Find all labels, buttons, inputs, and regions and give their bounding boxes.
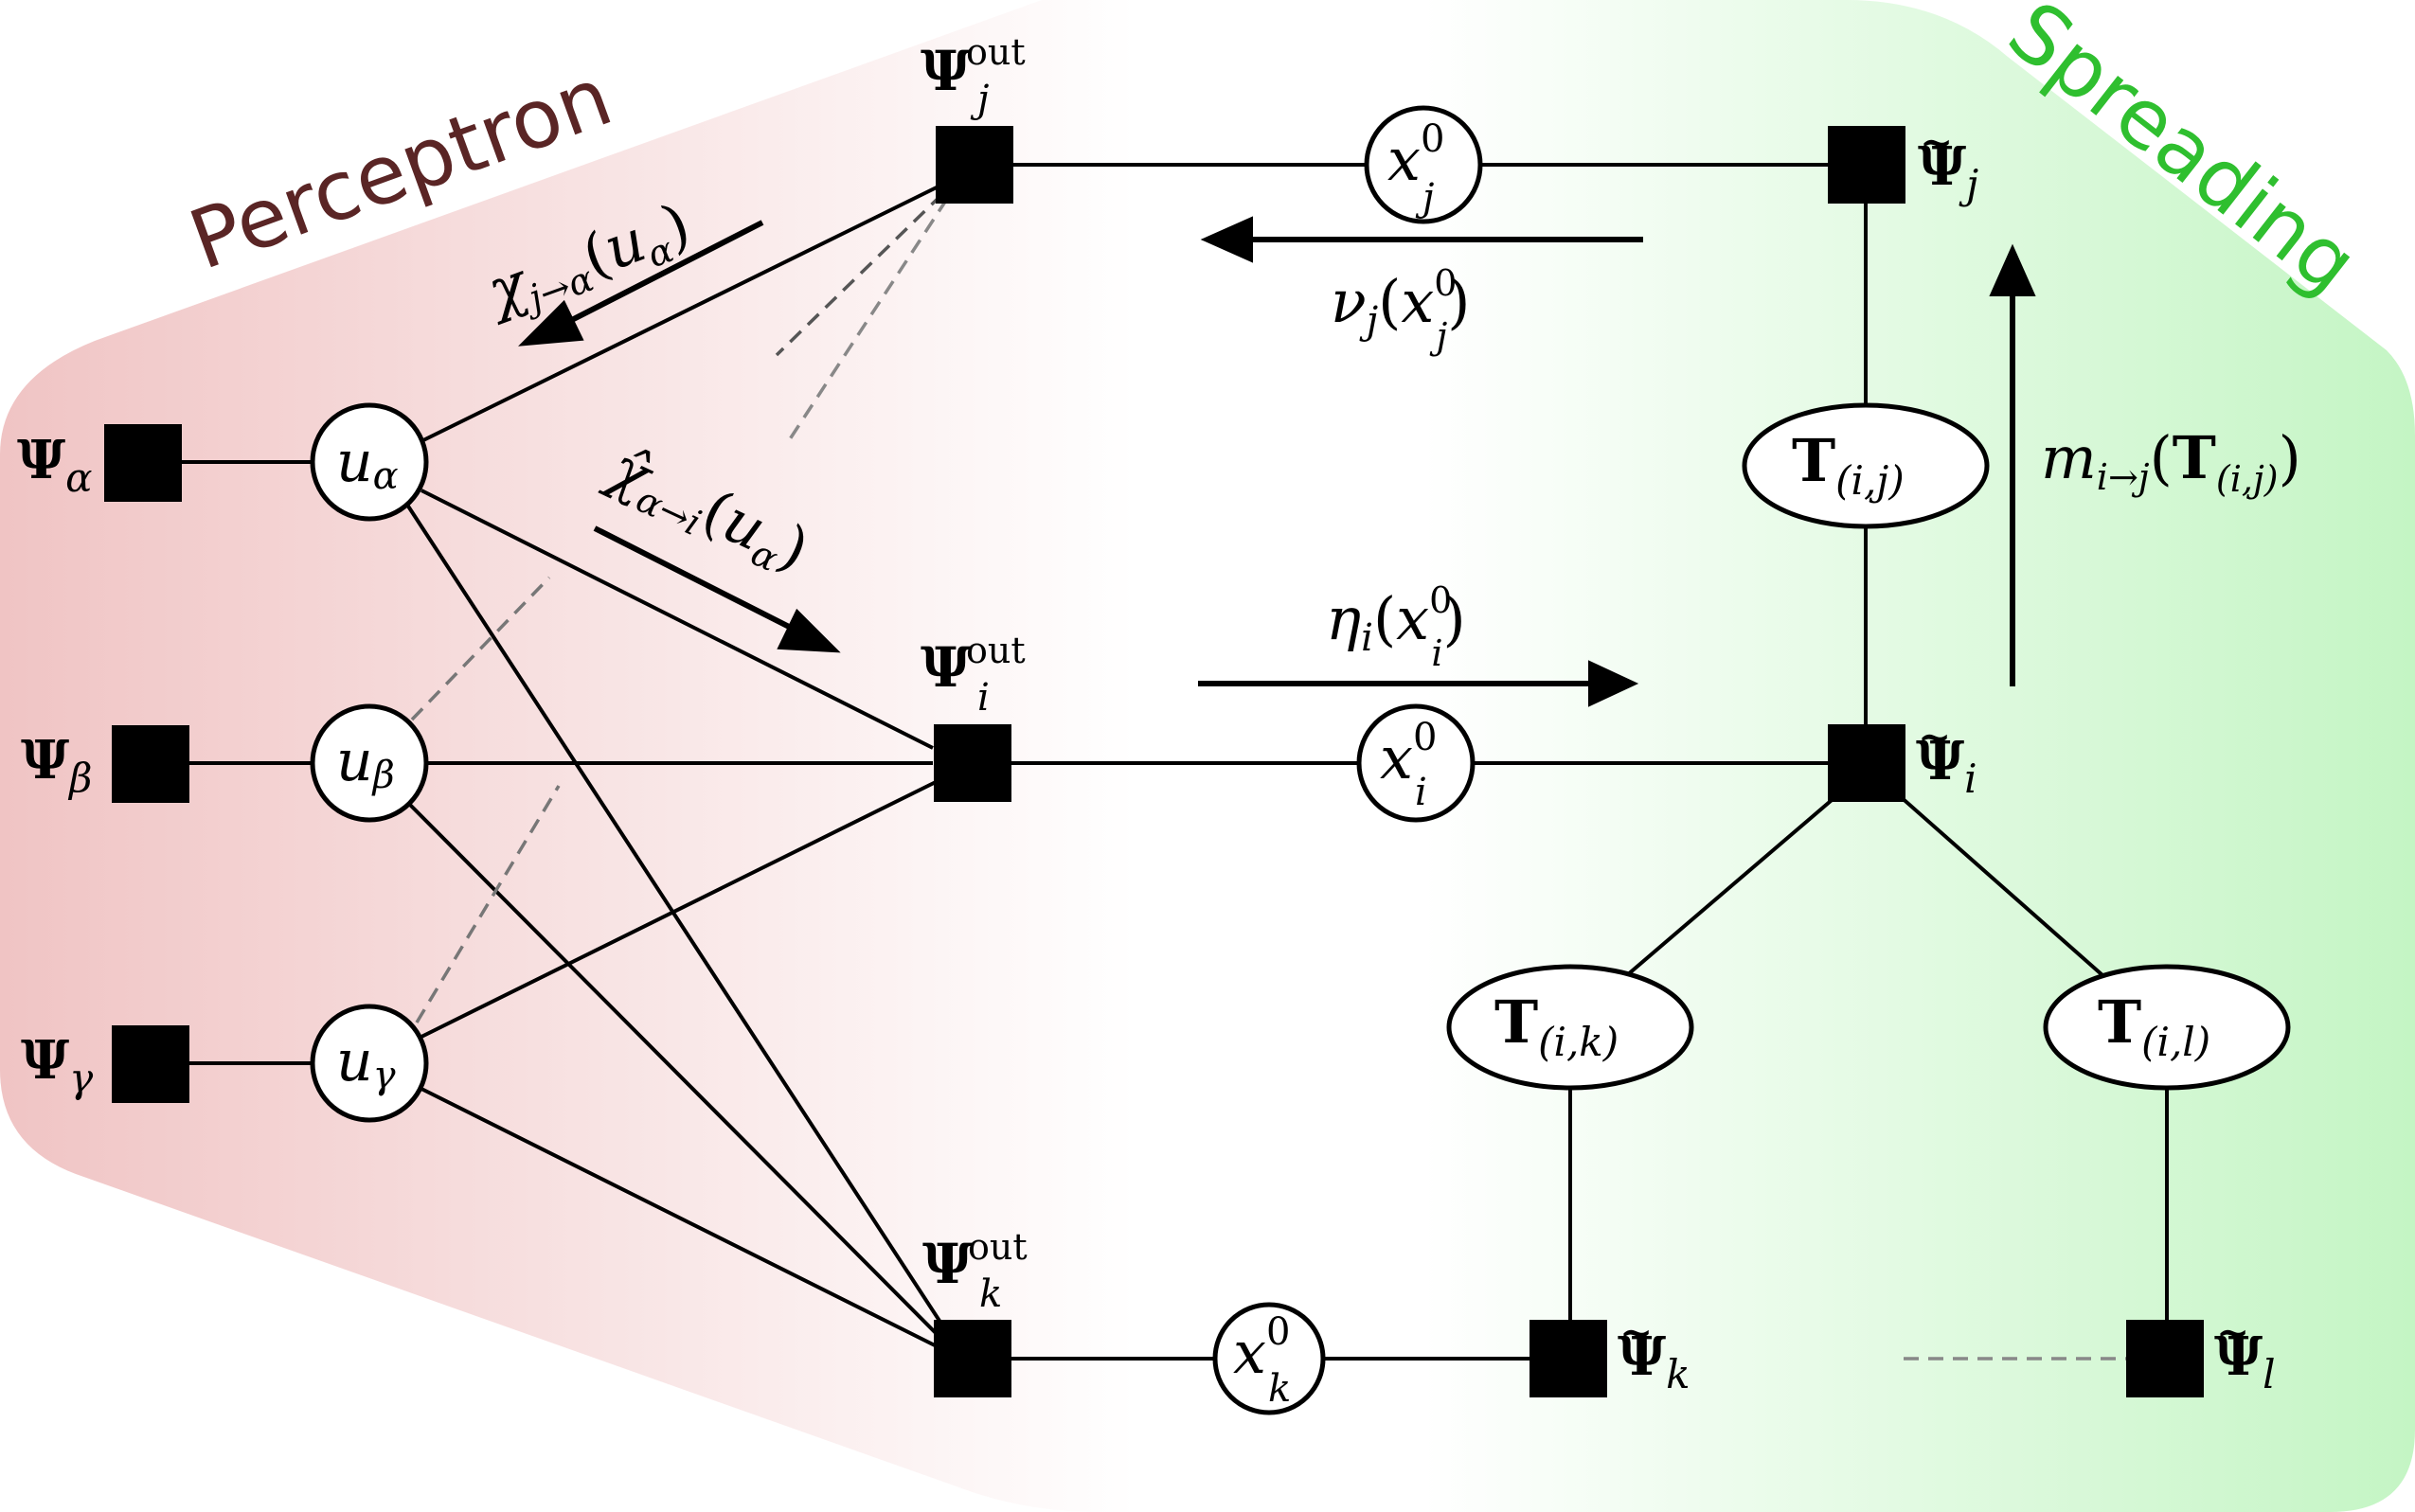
factor-psi-beta bbox=[112, 725, 189, 803]
arrow-chi-hat-alpha-i bbox=[593, 525, 802, 635]
label-psi-tilde-i: Ψi bbox=[1916, 730, 1977, 802]
label-x-j: x0 bbox=[1387, 117, 1444, 194]
label-psi-out-k-sub: k bbox=[979, 1272, 1002, 1316]
dashed-edge-u-gamma bbox=[415, 785, 561, 1023]
label-chi-j-alpha: χj→α(uα) bbox=[474, 189, 700, 332]
factor-psi-tilde-i bbox=[1828, 724, 1905, 802]
label-u-alpha: uα bbox=[336, 429, 399, 498]
label-psi-tilde-l: Ψl bbox=[2214, 1325, 2276, 1397]
var-T-il bbox=[2043, 964, 2291, 1091]
label-psi-alpha: Ψα bbox=[17, 429, 93, 501]
factor-psi-out-j bbox=[936, 126, 1013, 204]
var-u-gamma bbox=[310, 1004, 429, 1123]
edge-u-alpha-psi-k bbox=[403, 500, 954, 1342]
edge-u-gamma-psi-k bbox=[420, 1087, 943, 1351]
label-psi-out-i: Ψ bbox=[921, 635, 971, 700]
label-psi-out-k: Ψ bbox=[922, 1232, 973, 1296]
arrow-nu-j-head bbox=[1200, 216, 1253, 263]
label-T-ij: T(i,j) bbox=[1792, 426, 1905, 504]
variable-nodes bbox=[310, 105, 2291, 1415]
label-eta-i: ηi(x0 i) bbox=[1326, 579, 1466, 674]
label-psi-out-i-sub: i bbox=[977, 676, 990, 720]
var-u-beta bbox=[310, 703, 429, 823]
label-x-i: x0 bbox=[1380, 716, 1437, 792]
edges bbox=[182, 163, 2169, 1361]
label-psi-beta: Ψβ bbox=[21, 729, 92, 801]
dashed-edges bbox=[410, 192, 2126, 1361]
label-psi-gamma: Ψγ bbox=[21, 1029, 94, 1101]
var-T-ij bbox=[1742, 402, 1990, 529]
edge-u-alpha-psi-i bbox=[420, 489, 934, 750]
arrow-m-i-j-head bbox=[1989, 243, 2036, 296]
label-psi-tilde-l-tilde: ~ bbox=[2216, 1309, 2249, 1356]
factor-psi-out-i bbox=[934, 724, 1011, 802]
arrow-chi-j-alpha bbox=[557, 220, 764, 329]
label-x-k: x0 bbox=[1233, 1310, 1290, 1387]
label-psi-tilde-j-tilde: ~ bbox=[1920, 119, 1953, 166]
dashed-edge-u-beta bbox=[410, 576, 551, 721]
message-arrows bbox=[518, 216, 2036, 707]
factor-nodes bbox=[104, 126, 2204, 1397]
factor-psi-alpha bbox=[104, 424, 182, 502]
label-psi-tilde-j: Ψj bbox=[1918, 135, 1978, 207]
label-psi-tilde-k: Ψk bbox=[1618, 1325, 1690, 1397]
label-m-i-j: mi→j(T(i,j)) bbox=[2041, 423, 2301, 500]
var-x-j bbox=[1364, 105, 1483, 224]
edge-psi-tilde-i-T-ik bbox=[1625, 793, 1839, 977]
label-psi-out-j-sup: out bbox=[966, 31, 1026, 73]
var-x-k bbox=[1212, 1302, 1326, 1415]
label-psi-out-i-sup: out bbox=[966, 630, 1026, 671]
label-psi-out-j: Ψ bbox=[921, 39, 971, 103]
label-psi-tilde-k-tilde: ~ bbox=[1619, 1309, 1653, 1356]
variable-labels: uα uβ uγ x0 j x0 i x0 k T(i,j) T(i,k) T(… bbox=[336, 117, 2210, 1411]
label-u-beta: uβ bbox=[336, 728, 395, 797]
factor-psi-out-k bbox=[934, 1320, 1011, 1397]
var-u-alpha bbox=[310, 402, 429, 522]
arrow-chi-hat-alpha-i-head bbox=[777, 608, 841, 653]
svg-text:χj→α(uα): χj→α(uα) bbox=[474, 189, 700, 332]
factor-psi-tilde-j bbox=[1828, 126, 1905, 204]
factor-labels: Ψα Ψβ Ψγ Ψ out j Ψ out i Ψ out k ~ Ψj ~ … bbox=[17, 31, 2276, 1397]
edge-psi-tilde-i-T-il bbox=[1897, 793, 2104, 977]
label-T-il: T(i,l) bbox=[2098, 987, 2210, 1065]
edge-u-alpha-psi-j bbox=[420, 178, 953, 443]
arrow-chi-j-alpha-head bbox=[518, 299, 584, 347]
label-T-ik: T(i,k) bbox=[1494, 987, 1619, 1065]
label-psi-out-k-sup: out bbox=[968, 1226, 1028, 1268]
edge-u-gamma-psi-i bbox=[420, 779, 939, 1039]
var-x-i bbox=[1356, 703, 1476, 823]
dashed-edge-psi-j-1 bbox=[775, 192, 944, 357]
label-psi-tilde-i-tilde: ~ bbox=[1918, 714, 1951, 760]
factor-psi-tilde-k bbox=[1530, 1320, 1607, 1397]
factor-psi-gamma bbox=[112, 1025, 189, 1103]
label-x-k-sub: k bbox=[1268, 1367, 1291, 1411]
arrow-eta-i-head bbox=[1588, 660, 1639, 707]
label-nu-j: νj(x0 j) bbox=[1331, 262, 1470, 357]
var-T-ik bbox=[1446, 964, 1694, 1091]
label-u-gamma: uγ bbox=[336, 1028, 396, 1097]
label-x-i-sub: i bbox=[1415, 771, 1427, 814]
factor-psi-tilde-l bbox=[2126, 1320, 2204, 1397]
